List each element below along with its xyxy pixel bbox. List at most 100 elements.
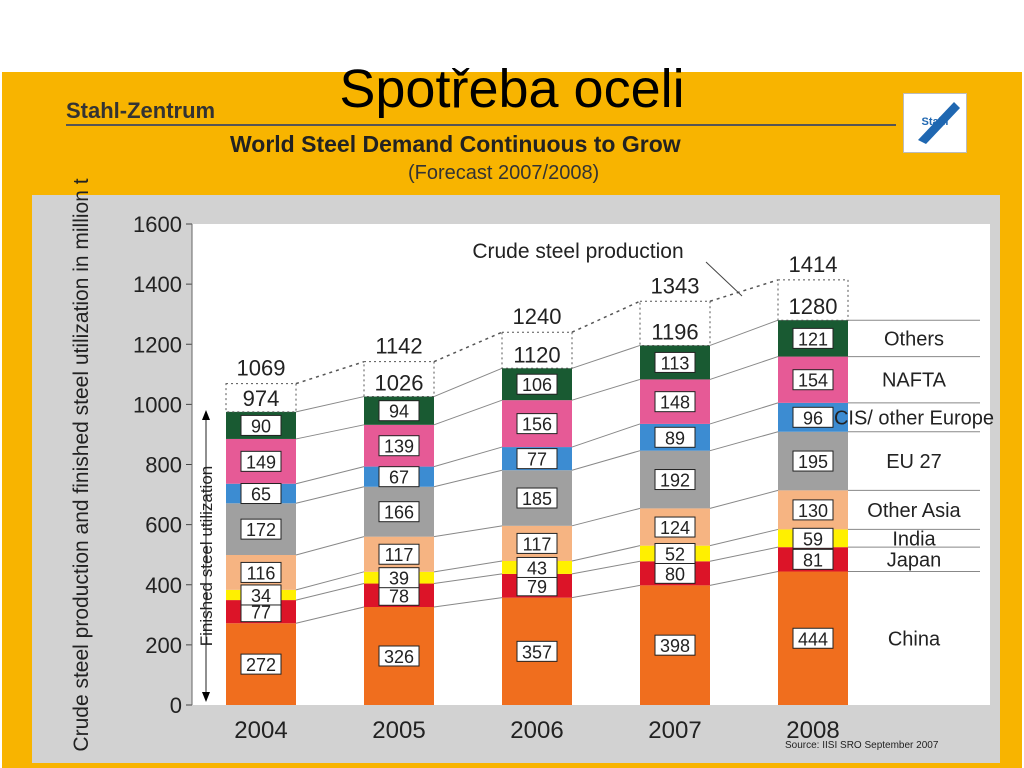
value-box bbox=[516, 448, 558, 470]
value-box bbox=[654, 426, 696, 448]
connector-line bbox=[295, 424, 365, 440]
value-label: 156 bbox=[522, 415, 552, 435]
crude-total-label: 1240 bbox=[513, 304, 562, 329]
connector-line bbox=[709, 489, 779, 509]
y-tick-label: 1000 bbox=[133, 392, 182, 417]
y-tick-label: 800 bbox=[145, 453, 182, 478]
value-box bbox=[792, 369, 834, 391]
finished-arrow-head-bottom bbox=[202, 692, 210, 702]
connector-line bbox=[295, 466, 365, 485]
crude-frame bbox=[225, 383, 297, 413]
value-label: 139 bbox=[384, 437, 414, 457]
connector-line bbox=[433, 597, 503, 608]
value-label: 149 bbox=[246, 452, 276, 472]
logo-mark-icon bbox=[918, 102, 960, 144]
finished-steel-label: Finished steel utilization bbox=[197, 466, 216, 646]
value-box bbox=[516, 413, 558, 435]
connector-line bbox=[295, 583, 365, 601]
value-label: 148 bbox=[660, 393, 690, 413]
value-label: 79 bbox=[527, 577, 547, 597]
value-label: 166 bbox=[384, 503, 414, 523]
value-label: 78 bbox=[389, 586, 409, 606]
x-tick-label: 2007 bbox=[648, 717, 701, 744]
connector-line bbox=[571, 378, 641, 401]
crude-frame bbox=[501, 331, 573, 369]
value-box bbox=[240, 561, 282, 583]
crude-total-label: 1142 bbox=[375, 334, 422, 359]
crude-frame bbox=[639, 300, 711, 346]
value-label: 116 bbox=[247, 563, 276, 583]
value-label: 444 bbox=[798, 629, 828, 649]
y-tick-label: 200 bbox=[145, 633, 182, 658]
finished-total-label: 1026 bbox=[375, 371, 424, 396]
finished-arrow-head-top bbox=[202, 410, 210, 420]
finished-total-label: 1120 bbox=[513, 342, 560, 367]
logo-stripe bbox=[918, 102, 960, 144]
value-label: 77 bbox=[251, 603, 271, 623]
value-label: 39 bbox=[389, 569, 409, 589]
value-label: 117 bbox=[385, 545, 414, 565]
slide-title: Spotřeba oceli bbox=[339, 59, 685, 119]
value-box bbox=[240, 584, 282, 606]
value-label: 326 bbox=[384, 647, 414, 667]
value-label: 80 bbox=[665, 564, 685, 584]
value-box bbox=[792, 527, 834, 549]
y-tick-label: 1200 bbox=[133, 332, 182, 357]
value-box bbox=[378, 543, 420, 565]
connector-line bbox=[571, 344, 641, 369]
y-axis-title: Crude steel production and finished stee… bbox=[70, 178, 93, 751]
connector-line bbox=[295, 396, 365, 413]
value-box bbox=[654, 516, 696, 538]
value-label: 96 bbox=[803, 408, 823, 428]
org-name: Stahl-Zentrum bbox=[66, 98, 216, 123]
value-box bbox=[516, 532, 558, 554]
chart-subtitle: (Forecast 2007/2008) bbox=[408, 162, 600, 184]
connector-line bbox=[433, 399, 503, 426]
value-box bbox=[654, 391, 696, 413]
value-box bbox=[240, 450, 282, 472]
value-label: 89 bbox=[665, 428, 685, 448]
value-label: 185 bbox=[522, 489, 552, 509]
value-box bbox=[378, 501, 420, 523]
crude-trend-line bbox=[709, 279, 779, 302]
connector-line bbox=[433, 367, 503, 398]
value-box bbox=[240, 414, 282, 436]
connector-line bbox=[709, 528, 779, 547]
connector-line bbox=[295, 571, 365, 591]
value-box bbox=[516, 640, 558, 662]
value-box bbox=[378, 567, 420, 589]
value-box bbox=[792, 450, 834, 472]
crude-frame bbox=[777, 279, 849, 321]
value-box bbox=[378, 466, 420, 488]
connector-line bbox=[571, 423, 641, 448]
x-tick-label: 2005 bbox=[372, 717, 425, 744]
value-label: 124 bbox=[660, 518, 690, 538]
value-label: 130 bbox=[798, 501, 828, 521]
value-box bbox=[792, 548, 834, 570]
value-label: 192 bbox=[660, 471, 690, 491]
legend-label: NAFTA bbox=[882, 370, 947, 392]
y-tick-label: 600 bbox=[145, 513, 182, 538]
y-tick-label: 0 bbox=[170, 693, 182, 718]
y-tick-label: 1600 bbox=[133, 212, 182, 237]
value-box bbox=[240, 483, 282, 505]
connector-line bbox=[433, 525, 503, 538]
header-divider bbox=[66, 124, 896, 126]
connector-line bbox=[709, 402, 779, 425]
crude-trend-line bbox=[571, 300, 641, 333]
value-box bbox=[792, 627, 834, 649]
stahl-logo: Stahl bbox=[903, 93, 967, 153]
value-box bbox=[792, 327, 834, 349]
value-label: 172 bbox=[246, 520, 276, 540]
x-tick-label: 2006 bbox=[510, 717, 563, 744]
value-box bbox=[378, 400, 420, 422]
crude-trend-line bbox=[433, 331, 503, 363]
value-label: 106 bbox=[522, 375, 552, 395]
connector-line bbox=[571, 507, 641, 527]
value-label: 113 bbox=[661, 353, 690, 373]
value-label: 357 bbox=[522, 642, 552, 662]
value-label: 59 bbox=[803, 529, 823, 549]
value-box bbox=[240, 653, 282, 675]
value-label: 81 bbox=[803, 550, 823, 570]
